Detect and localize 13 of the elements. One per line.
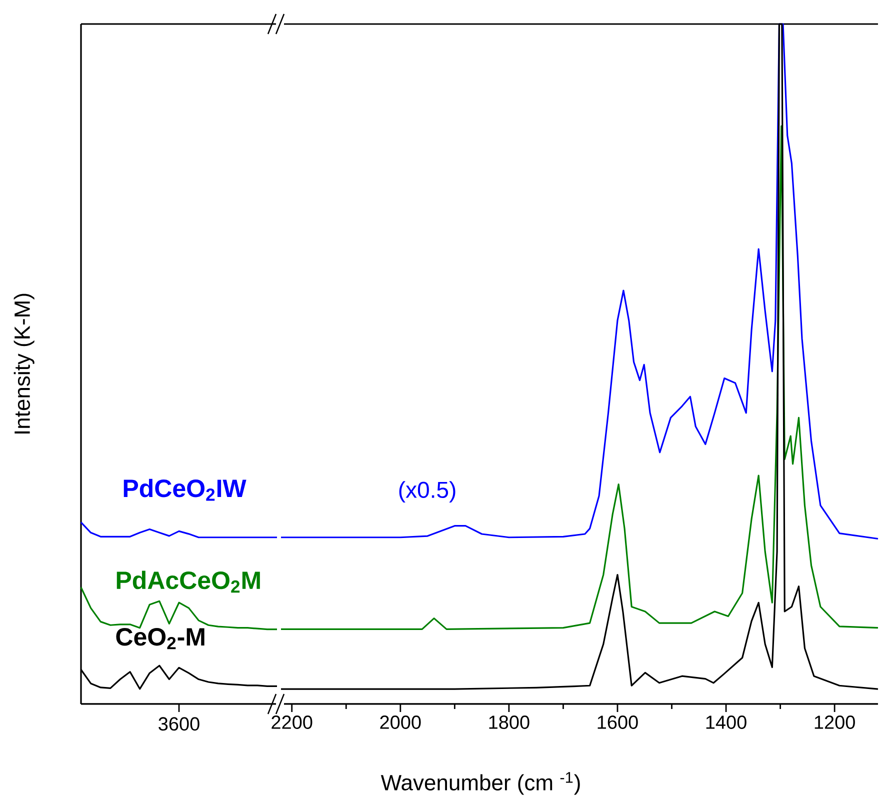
annotation: (x0.5) (399, 481, 456, 503)
series-label: CeO$_{2}$-M (116, 628, 204, 650)
x-tick-label: 2000 (380, 716, 421, 729)
y-axis-title: Intensity (K-M) (14, 294, 34, 434)
x-tick-label: 1200 (814, 716, 855, 729)
x-tick-label: 1600 (598, 716, 638, 729)
x-tick-label: 1800 (489, 716, 530, 729)
x-tick-label: 1400 (706, 716, 746, 729)
x-axis-title: Wavenumber (cm $^{-1}$) (380, 772, 580, 795)
series-label: PdAcCeO$_{2}$M (116, 570, 260, 593)
series-label: PdCeO$_{2}$IW (124, 478, 246, 501)
text: 3600 (158, 717, 200, 731)
x-tick-label: 2200 (272, 716, 312, 729)
